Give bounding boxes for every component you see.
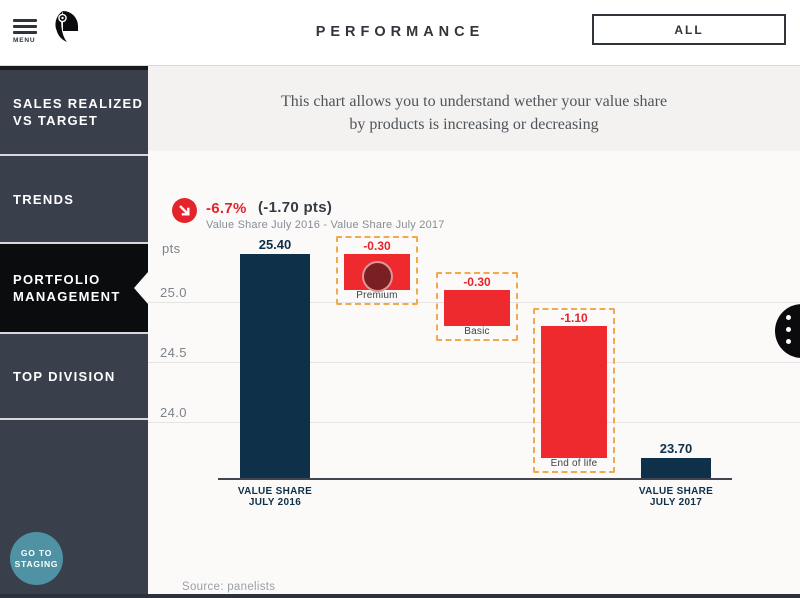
bar-category-premium: Premium	[356, 290, 398, 301]
sidebar-item-top-division[interactable]: TOP DIVISION	[0, 334, 148, 420]
page-title: PERFORMANCE	[315, 24, 485, 40]
description-band: This chart allows you to understand weth…	[148, 66, 800, 151]
hamburger-icon	[13, 19, 39, 34]
sidebar-item-label: PORTFOLIO	[13, 272, 101, 287]
touch-indicator	[362, 261, 393, 292]
highlight-box-basic	[436, 272, 518, 341]
staging-label-line: GO TO	[20, 547, 53, 558]
sidebar-item-label: TRENDS	[13, 191, 75, 207]
bar-value-share-july-2017[interactable]	[641, 458, 711, 478]
chart-description: This chart allows you to understand weth…	[148, 90, 800, 136]
top-header: MENU PERFORMANCE ALL	[0, 0, 800, 66]
sidebar-item-trends[interactable]: TRENDS	[0, 156, 148, 244]
sidebar-item-sales-realized-vs-target[interactable]: SALES REALIZED VS TARGET	[0, 70, 148, 156]
staging-label-line: STAGING	[14, 558, 59, 569]
gridline	[148, 362, 800, 363]
decrease-arrow-icon	[172, 198, 197, 223]
bar-value-end-of-life: -1.10	[560, 311, 588, 325]
highlight-box-end-of-life	[533, 308, 615, 473]
kpi-subtitle: Value Share July 2016 - Value Share July…	[206, 219, 445, 231]
description-line: by products is increasing or decreasing	[349, 116, 599, 133]
sidebar: SALES REALIZED VS TARGET TRENDS PORTFOLI…	[0, 66, 148, 594]
sidebar-item-label: VS TARGET	[13, 113, 99, 128]
gridline	[148, 422, 800, 423]
bar-category-end-of-life: End of life	[550, 458, 598, 469]
sidebar-item-label: MANAGEMENT	[13, 289, 121, 304]
active-item-arrow-icon	[134, 272, 148, 304]
bar-value-share-july-2016[interactable]	[240, 254, 310, 478]
source-note: Source: panelists	[182, 581, 276, 593]
sidebar-item-label: SALES REALIZED	[13, 96, 144, 111]
description-line: This chart allows you to understand weth…	[280, 93, 668, 110]
waterfall-chart: pts 25.0 24.5 24.0 25.40 VALUE SHARE JULY 2016…	[148, 66, 800, 594]
sidebar-item-portfolio-management[interactable]: PORTFOLIO MANAGEMENT	[0, 244, 148, 334]
bar-basic[interactable]	[444, 290, 510, 326]
all-filter-button[interactable]: ALL	[592, 14, 786, 45]
kpi-pts-value: (-1.70 pts)	[258, 199, 333, 216]
bar-value-value-share-july-2017: 23.70	[659, 441, 693, 456]
x-axis-line	[218, 478, 732, 480]
sidebar-item-label: TOP DIVISION	[13, 368, 116, 384]
y-tick-label: 24.0	[160, 405, 187, 420]
y-tick-label: 24.5	[160, 345, 187, 360]
y-tick-label: 25.0	[160, 285, 187, 300]
kpi-percent-value: -6.7%	[206, 200, 247, 217]
toucan-logo-icon	[50, 9, 80, 50]
x-axis-label-value-share-july-2017: VALUE SHARE JULY 2017	[638, 486, 714, 508]
x-axis-label-value-share-july-2016: VALUE SHARE JULY 2016	[237, 486, 313, 508]
bottom-bar	[0, 594, 800, 598]
menu-label: MENU	[13, 37, 36, 44]
bar-value-premium: -0.30	[363, 239, 391, 253]
main-content: This chart allows you to understand weth…	[148, 66, 800, 594]
menu-button[interactable]: MENU	[13, 19, 39, 45]
highlight-box-premium	[336, 236, 418, 305]
bar-value-basic: -0.30	[463, 275, 491, 289]
bar-value-value-share-july-2016: 25.40	[258, 237, 292, 252]
y-axis-unit-label: pts	[162, 241, 181, 256]
go-to-staging-button[interactable]: GO TO STAGING	[10, 532, 63, 585]
bar-end-of-life[interactable]	[541, 326, 607, 458]
bar-category-basic: Basic	[464, 326, 490, 337]
